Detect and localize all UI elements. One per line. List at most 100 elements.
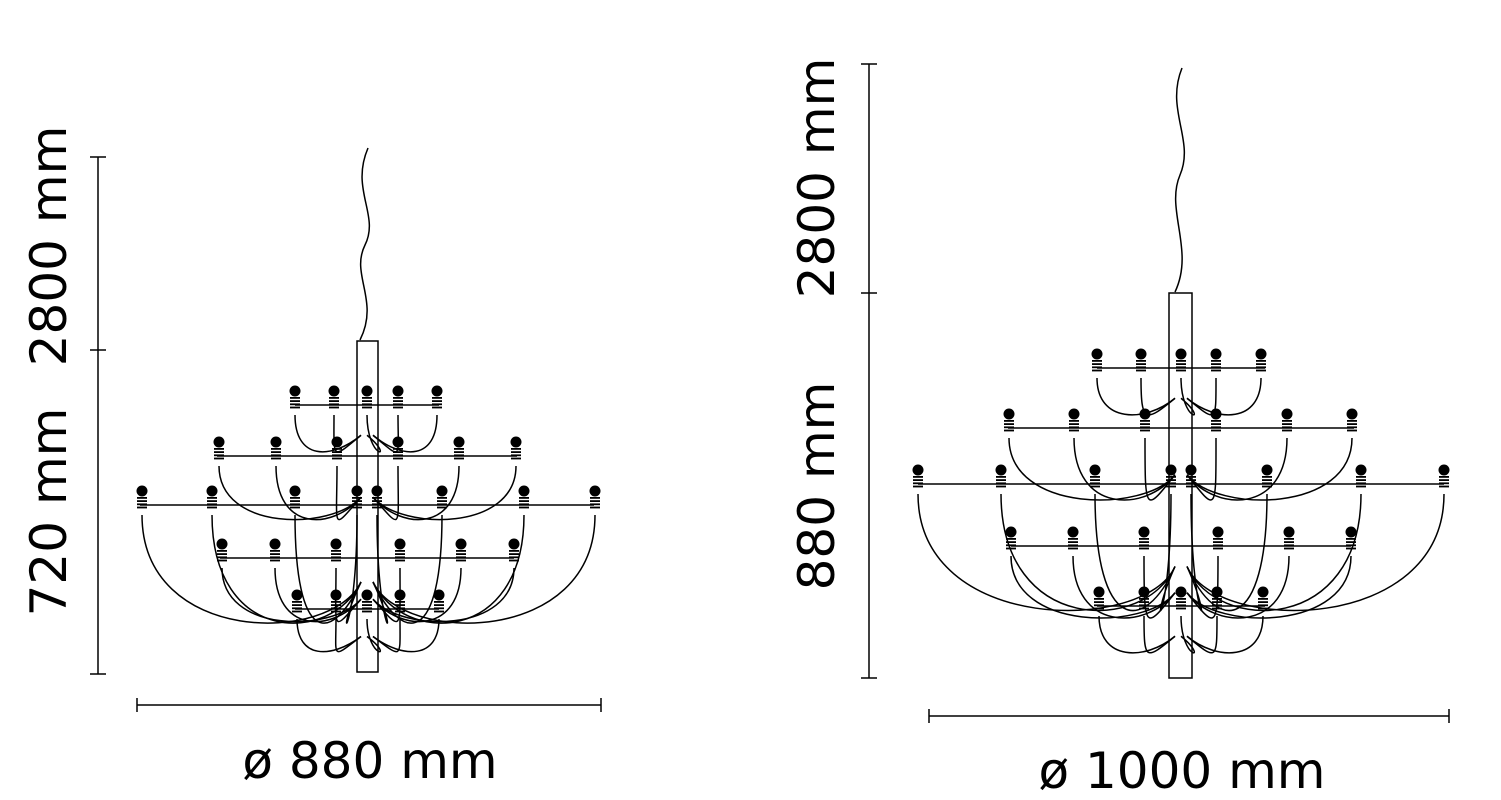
- bulb-icon: [371, 485, 383, 509]
- bulb-arm: [221, 567, 362, 623]
- bulb-icon: [136, 485, 148, 509]
- bulb-icon: [213, 436, 225, 460]
- bulb-icon: [392, 436, 404, 460]
- bulb-icon: [392, 385, 404, 409]
- bulb-icon: [453, 436, 465, 460]
- bulb-icon: [1067, 526, 1079, 550]
- small-drop-height-label: 2800 mm: [20, 126, 78, 367]
- bulb-icon: [1175, 348, 1187, 372]
- large-height-dimension-line: [861, 63, 877, 679]
- bulb-icon: [1346, 408, 1358, 432]
- bulb-arm: [275, 465, 362, 521]
- large-suspension-cable: [1174, 67, 1185, 293]
- bulb-icon: [1438, 464, 1450, 488]
- bulb-icon: [289, 385, 301, 409]
- bulb-icon: [1261, 464, 1273, 488]
- bulb-arm: [372, 567, 515, 623]
- bulb-icon: [269, 538, 281, 562]
- bulb-icon: [330, 538, 342, 562]
- bulb-arm: [1180, 377, 1196, 416]
- bulb-arm: [1186, 555, 1219, 619]
- bulb-icon: [1093, 586, 1105, 610]
- bulb-icon: [1210, 348, 1222, 372]
- bulb-icon: [589, 485, 601, 509]
- bulb-arm: [1072, 555, 1176, 619]
- small-height-dimension-line: [90, 156, 106, 675]
- bulb-icon: [361, 589, 373, 613]
- bulb-arm: [1143, 615, 1176, 654]
- bulb-arm: [1186, 377, 1262, 416]
- bulb-icon: [206, 485, 218, 509]
- bulb-arm: [1186, 437, 1353, 501]
- bulb-icon: [289, 485, 301, 509]
- bulb-icon: [433, 589, 445, 613]
- bulb-arm: [218, 465, 362, 521]
- small-body-height-label: 720 mm: [20, 408, 78, 617]
- bulb-arm: [366, 618, 382, 653]
- bulb-icon: [1212, 526, 1224, 550]
- bulb-icon: [455, 538, 467, 562]
- small-suspension-cable: [359, 147, 371, 341]
- bulb-icon: [330, 589, 342, 613]
- bulb-icon: [510, 436, 522, 460]
- bulb-arm: [372, 465, 517, 521]
- bulb-icon: [331, 436, 343, 460]
- bulb-icon: [1355, 464, 1367, 488]
- large-central-stem: [1168, 292, 1193, 679]
- bulb-icon: [995, 464, 1007, 488]
- bulb-arm: [917, 493, 1176, 612]
- bulb-arm: [294, 414, 362, 453]
- bulb-arm: [296, 618, 362, 653]
- bulb-icon: [1138, 586, 1150, 610]
- bulb-arm: [1180, 615, 1196, 654]
- bulb-arm: [372, 514, 596, 624]
- bulb-arm: [1186, 493, 1445, 612]
- large-drop-height-label: 2800 mm: [788, 58, 846, 299]
- bulb-icon: [1283, 526, 1295, 550]
- bulb-icon: [351, 485, 363, 509]
- small-central-stem: [356, 340, 379, 673]
- small-diameter-dimension-line: [136, 698, 602, 712]
- bulb-arm: [211, 514, 362, 624]
- bulb-icon: [1175, 586, 1187, 610]
- bulb-icon: [394, 589, 406, 613]
- bulb-icon: [912, 464, 924, 488]
- bulb-icon: [1257, 586, 1269, 610]
- bulb-icon: [1135, 348, 1147, 372]
- bulb-icon: [1211, 586, 1223, 610]
- bulb-icon: [508, 538, 520, 562]
- bulb-icon: [270, 436, 282, 460]
- bulb-icon: [1185, 464, 1197, 488]
- bulb-icon: [1003, 408, 1015, 432]
- bulb-icon: [1089, 464, 1101, 488]
- bulb-icon: [216, 538, 228, 562]
- bulb-arm: [1096, 377, 1176, 416]
- bulb-arm: [1186, 615, 1264, 654]
- bulb-arm: [334, 618, 362, 653]
- bulb-arm: [1186, 493, 1268, 612]
- large-chandelier-drawing: 2800 mm 880 mm ø 1000 mm: [788, 58, 1450, 800]
- bulb-icon: [431, 385, 443, 409]
- bulb-arm: [1098, 615, 1176, 654]
- bulb-icon: [1138, 526, 1150, 550]
- bulb-icon: [1255, 348, 1267, 372]
- bulb-icon: [518, 485, 530, 509]
- bulb-icon: [361, 385, 373, 409]
- bulb-arm: [1143, 555, 1176, 619]
- bulb-arm: [1008, 437, 1176, 501]
- bulb-arm: [141, 514, 362, 624]
- bulb-icon: [1345, 526, 1357, 550]
- bulb-arm: [372, 514, 525, 624]
- large-bulb-arms: [912, 348, 1450, 654]
- bulb-arm: [366, 414, 382, 453]
- bulb-icon: [436, 485, 448, 509]
- bulb-icon: [394, 538, 406, 562]
- bulb-icon: [1165, 464, 1177, 488]
- bulb-icon: [1005, 526, 1017, 550]
- large-diameter-dimension-line: [928, 709, 1450, 723]
- bulb-arm: [1094, 493, 1176, 612]
- small-diameter-label: ø 880 mm: [242, 732, 497, 790]
- bulb-icon: [1091, 348, 1103, 372]
- bulb-icon: [1068, 408, 1080, 432]
